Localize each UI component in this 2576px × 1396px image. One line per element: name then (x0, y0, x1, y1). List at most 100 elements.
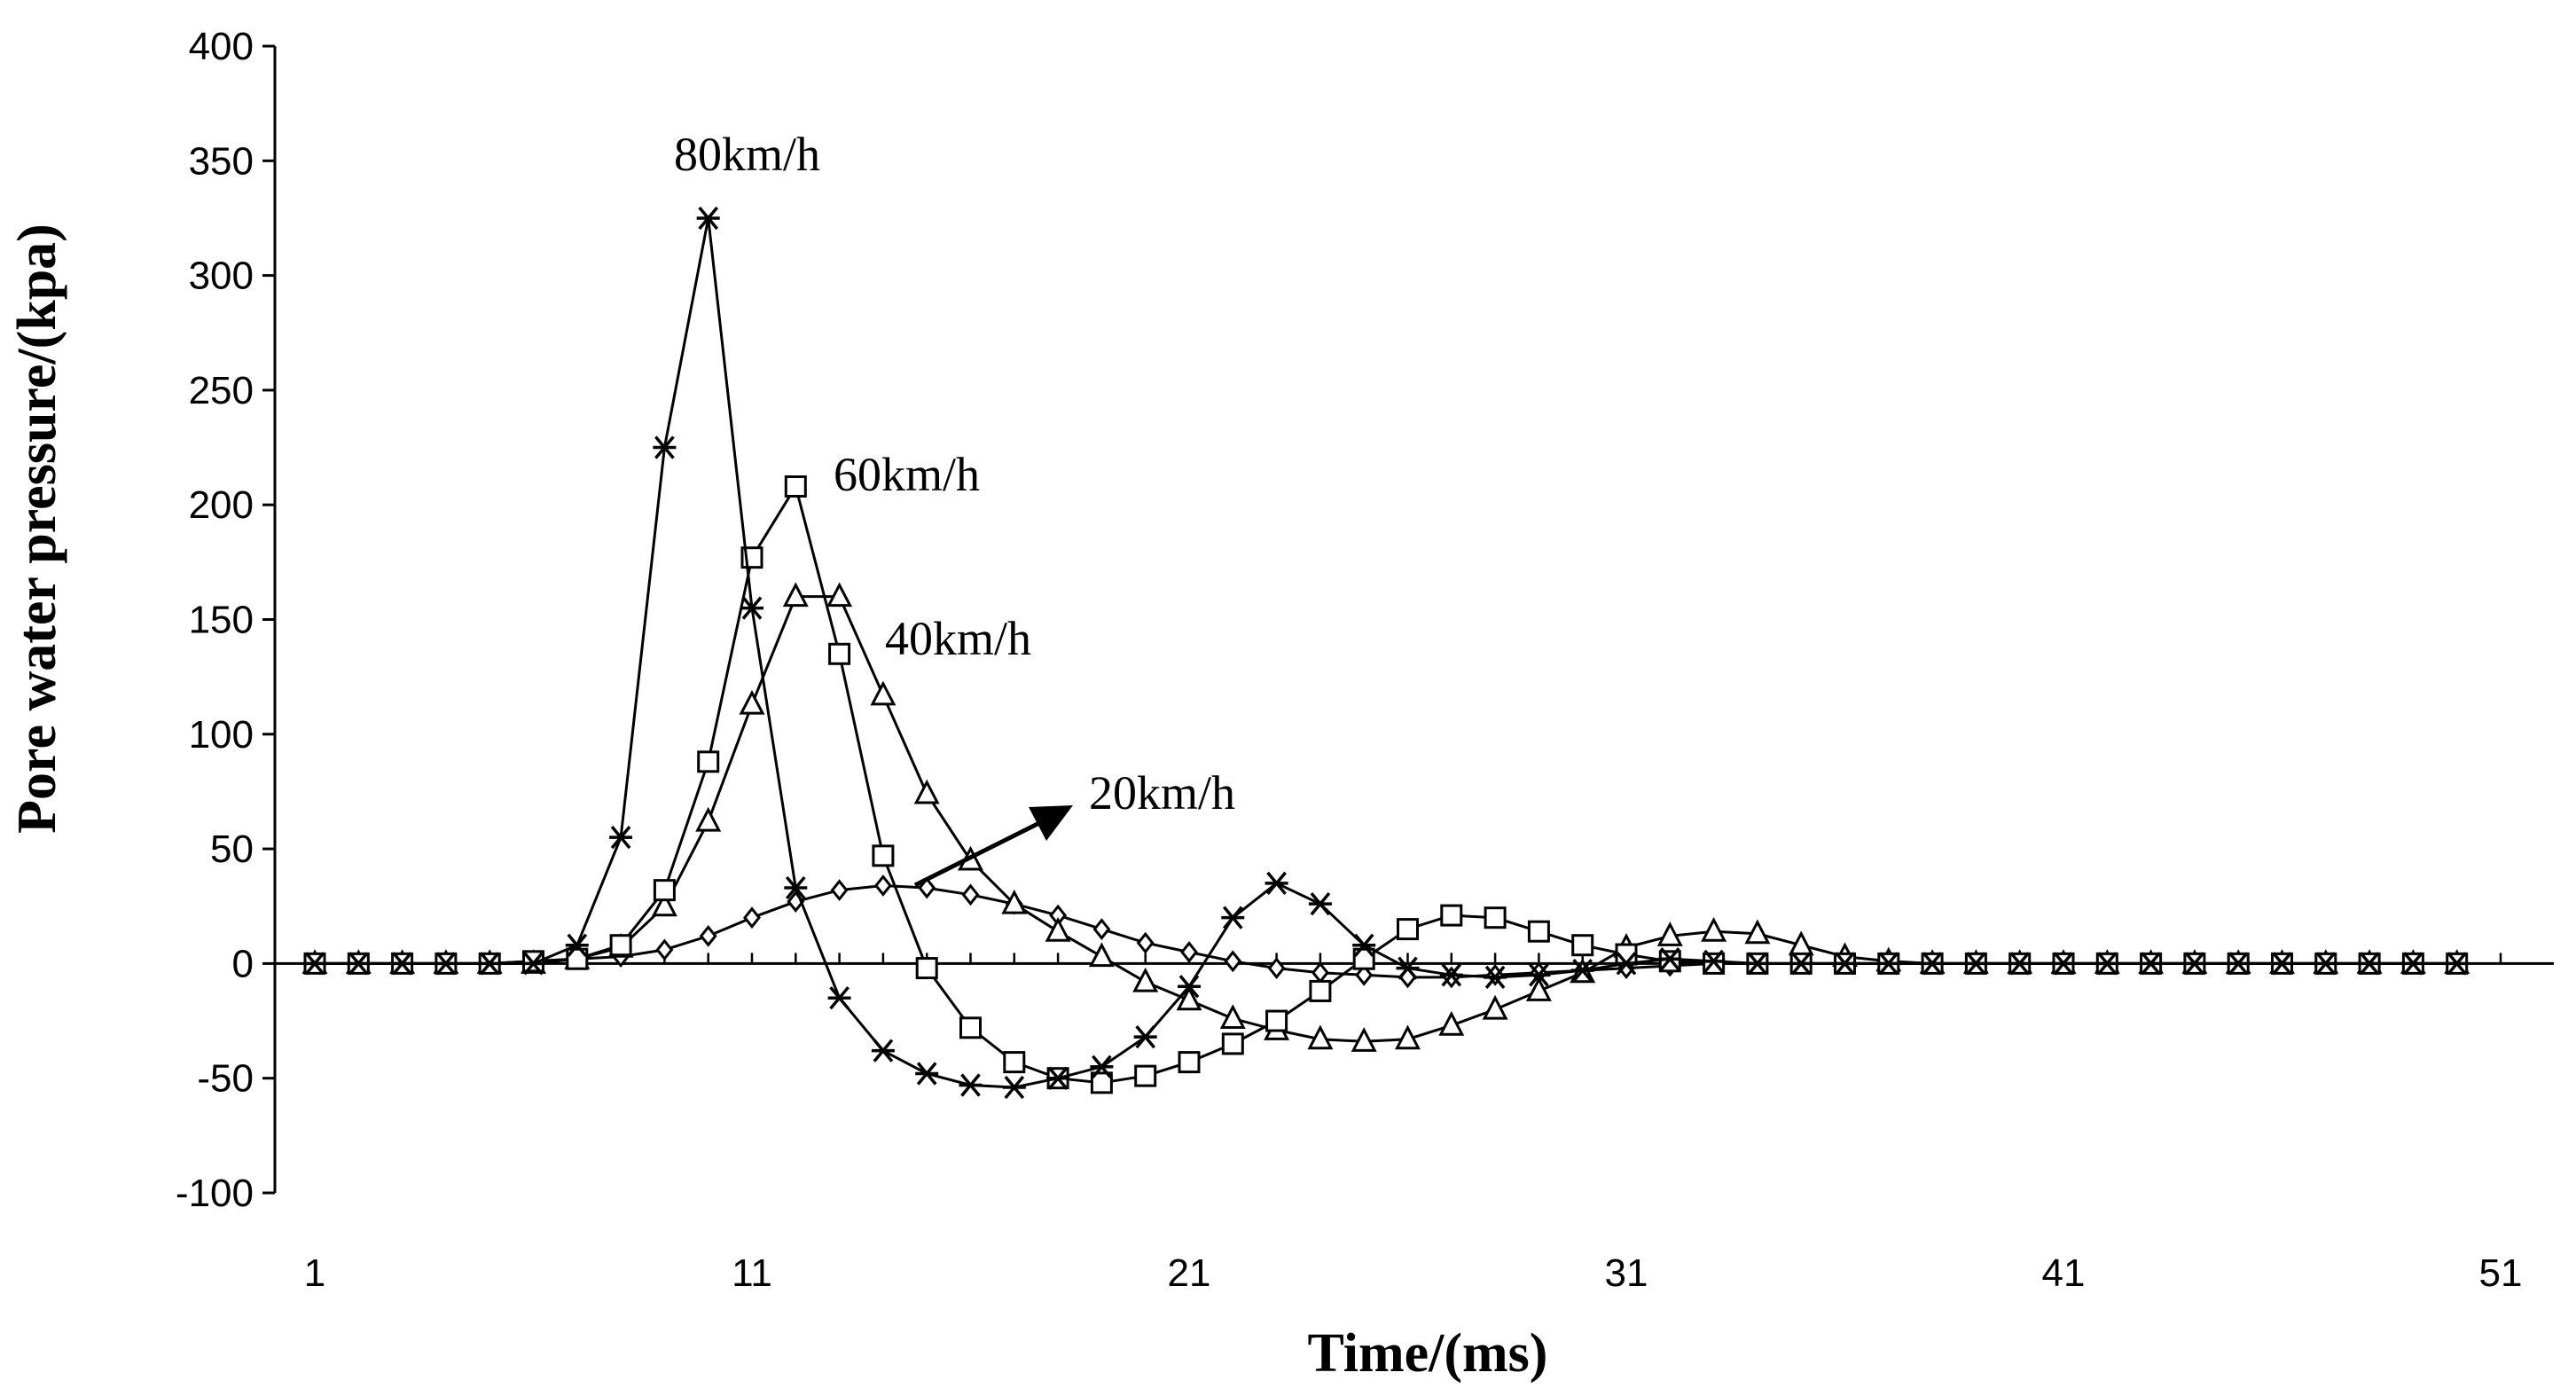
series-80km-h-point (2182, 952, 2206, 976)
series-20km-h-point (961, 883, 980, 906)
series-60km-h-point (784, 475, 807, 498)
series-60km-h-point (872, 844, 895, 867)
series-80km-h-point (565, 933, 589, 957)
series-80km-h-point (871, 1039, 895, 1063)
series-80km-h-point (1921, 952, 1945, 976)
series-80km-h-line (315, 217, 2457, 1089)
series-80km-h-point (390, 952, 414, 976)
series-20km-h-point (1136, 931, 1155, 954)
y-axis: -100 -50 0 50 100 150 200 250 300 350 400 (176, 25, 277, 1215)
series-40km-h-point (651, 891, 677, 917)
series-80km-h-point (1090, 1055, 1114, 1078)
series-40km-h-point (695, 806, 722, 832)
series-60km-h-point (915, 957, 938, 980)
series-80km-h-point (1002, 1075, 1026, 1100)
series-60km-h (303, 475, 2469, 1094)
series-60km-h-point (1440, 904, 1463, 927)
series-80km-h-point (2052, 952, 2075, 976)
series-20km-h-point (1092, 918, 1111, 941)
series-80km-h (303, 206, 2469, 1100)
annotation-60km-h: 60km/h (834, 448, 980, 501)
series-40km-h-point (1219, 1004, 1246, 1029)
series-40km-h-point (1525, 976, 1552, 1001)
series-60km-h-point (959, 1016, 982, 1039)
y-tick-label: 250 (189, 369, 254, 412)
series-60km-h-point (1397, 918, 1419, 941)
series-80km-h-point (2358, 952, 2382, 976)
series-40km-h-point (1482, 994, 1508, 1020)
series-80km-h-point (303, 952, 326, 976)
series-40km-h-point (1307, 1024, 1334, 1050)
series-60km-h-point (1571, 934, 1594, 957)
series-40km-h-point (1351, 1027, 1377, 1052)
series-80km-h-point (2314, 952, 2337, 976)
y-tick-label: 150 (189, 599, 254, 642)
series-40km-h-point (1438, 1010, 1465, 1036)
series-lines (301, 206, 2470, 1100)
series-80km-h-point (2227, 952, 2251, 976)
series-40km-h-point (1656, 922, 1683, 946)
series-80km-h-point (1133, 1025, 1157, 1049)
x-tick-label: 31 (1605, 1251, 1648, 1295)
x-tick-label: 11 (732, 1251, 772, 1295)
series-80km-h-point (2445, 952, 2469, 976)
series-80km-h-point (827, 986, 851, 1010)
series-20km-h-point (1180, 941, 1198, 963)
series-80km-h-point (1658, 947, 1682, 971)
series-60km-h-line (315, 482, 2457, 1085)
series-80km-h-point (1745, 952, 1769, 976)
series-80km-h-point (521, 952, 545, 976)
y-axis-title: Pore water pressure/(kpa) (7, 224, 67, 834)
series-80km-h-point (478, 952, 502, 976)
series-80km-h-point (2139, 952, 2163, 976)
series-60km-h-point (1221, 1032, 1244, 1055)
series-60km-h-point (1484, 906, 1507, 929)
series-60km-h-point (653, 879, 676, 902)
y-tick-label: -100 (176, 1172, 254, 1215)
x-tick-label: 21 (1168, 1251, 1211, 1295)
series-40km-h-point (1001, 889, 1028, 914)
series-80km-h-point (915, 1062, 939, 1086)
series-60km-h-point (1134, 1064, 1157, 1087)
series-40km-h-point (782, 582, 809, 608)
series-80km-h-point (1178, 975, 1201, 999)
series-80km-h-point (1615, 952, 1638, 976)
series-80km-h-point (1876, 952, 1900, 976)
annotation-80km-h: 80km/h (674, 128, 820, 181)
series-40km-h-point (826, 582, 853, 608)
series-40km-h-point (1176, 985, 1202, 1011)
series-60km-h-point (1527, 920, 1550, 943)
series-60km-h-point (1178, 1051, 1201, 1074)
series-80km-h-point (609, 826, 633, 850)
annotation-20km-h: 20km/h (1089, 766, 1235, 820)
y-tick-label: 350 (189, 139, 254, 183)
series-80km-h-point (1527, 963, 1551, 987)
series-80km-h-point (1046, 1066, 1070, 1090)
series-40km-h-line (315, 595, 2457, 1043)
series-80km-h-point (2008, 952, 2032, 976)
series-80km-h-point (959, 1073, 983, 1097)
series-80km-h-point (1570, 959, 1594, 983)
series-40km-h-point (1045, 916, 1071, 942)
series-20km-h-point (699, 924, 717, 947)
series-60km-h-point (828, 642, 851, 665)
series-40km-h-point (1395, 1024, 1421, 1050)
series-80km-h-point (1484, 965, 1507, 990)
series-20km-h-point (1267, 957, 1286, 979)
series-80km-h-point (696, 206, 720, 231)
series-20km-h-point (1311, 961, 1329, 984)
series-20km-h-point (1398, 966, 1417, 989)
series-20km-h-point (655, 938, 674, 961)
annotation-arrow-shaft (913, 812, 1059, 888)
series-80km-h-point (1702, 949, 1726, 973)
series-40km-h-point (739, 689, 765, 715)
series-80km-h-point (1265, 871, 1288, 896)
series-60km-h-point (1352, 947, 1375, 970)
annotations: 80km/h 60km/h 40km/h 20km/h (674, 128, 1235, 888)
y-tick-label: 400 (189, 25, 254, 68)
series-20km-h-point (1355, 963, 1374, 986)
series-80km-h-point (1439, 963, 1463, 987)
series-40km-h-point (1701, 916, 1727, 942)
series-80km-h-point (1308, 892, 1332, 916)
